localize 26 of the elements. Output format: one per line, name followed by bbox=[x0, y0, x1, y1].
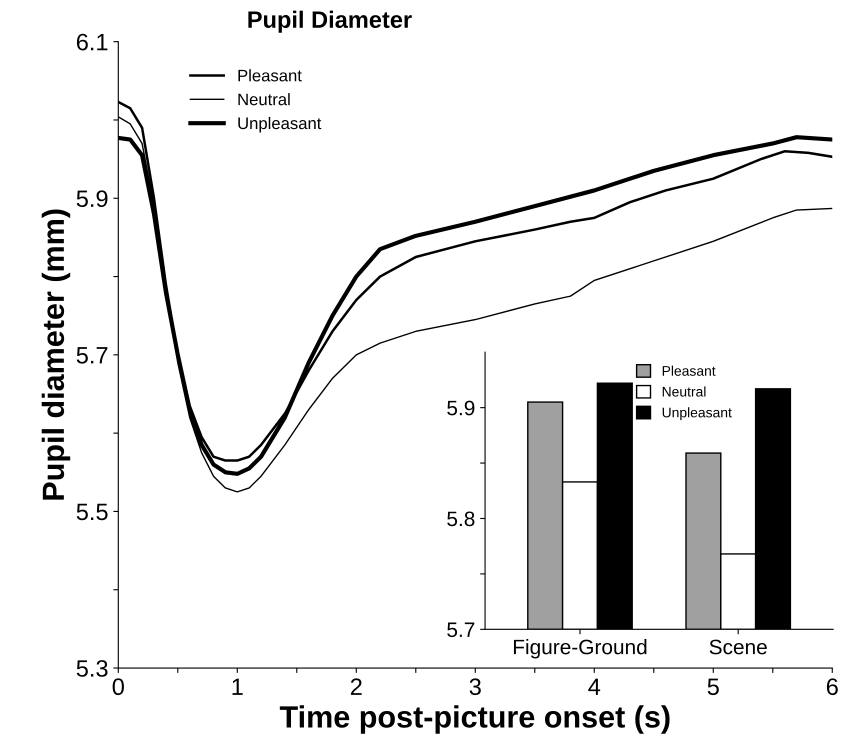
x-tick-label: Figure-Ground bbox=[514, 639, 646, 658]
y-tick-label: 5.7 bbox=[447, 622, 474, 638]
legend-label: Pleasant bbox=[238, 69, 302, 82]
legend-label: Unpleasant bbox=[238, 116, 322, 132]
y-tick-label: 6.1 bbox=[76, 34, 108, 50]
y-tick-label: 5.9 bbox=[76, 190, 108, 208]
y-tick-label: 5.7 bbox=[76, 347, 108, 364]
x-tick-label: Scene bbox=[710, 640, 767, 654]
y-tick-label: 5.5 bbox=[76, 504, 108, 520]
legend-label: Unpleasant bbox=[662, 407, 732, 420]
legend-label: Pleasant bbox=[662, 366, 716, 376]
chart-title: Pupil Diameter bbox=[248, 10, 412, 33]
y-tick-label: 5.8 bbox=[447, 511, 474, 526]
y-tick-label: 5.9 bbox=[447, 400, 474, 416]
x-tick-label: 2 bbox=[350, 678, 362, 695]
x-tick-label: 5 bbox=[708, 678, 719, 696]
x-tick-label: 3 bbox=[470, 678, 481, 696]
x-tick-label: 6 bbox=[826, 678, 838, 696]
y-axis-title: Pupil diameter (mm) bbox=[42, 210, 70, 500]
y-tick-label: 5.3 bbox=[76, 660, 108, 677]
x-axis-title: Time post-picture onset (s) bbox=[280, 705, 670, 734]
legend-label: Neutral bbox=[662, 386, 706, 397]
x-tick-label: 1 bbox=[232, 678, 243, 695]
x-tick-label: 0 bbox=[112, 678, 124, 696]
legend-label: Neutral bbox=[238, 93, 290, 106]
x-tick-label: 4 bbox=[588, 678, 600, 695]
